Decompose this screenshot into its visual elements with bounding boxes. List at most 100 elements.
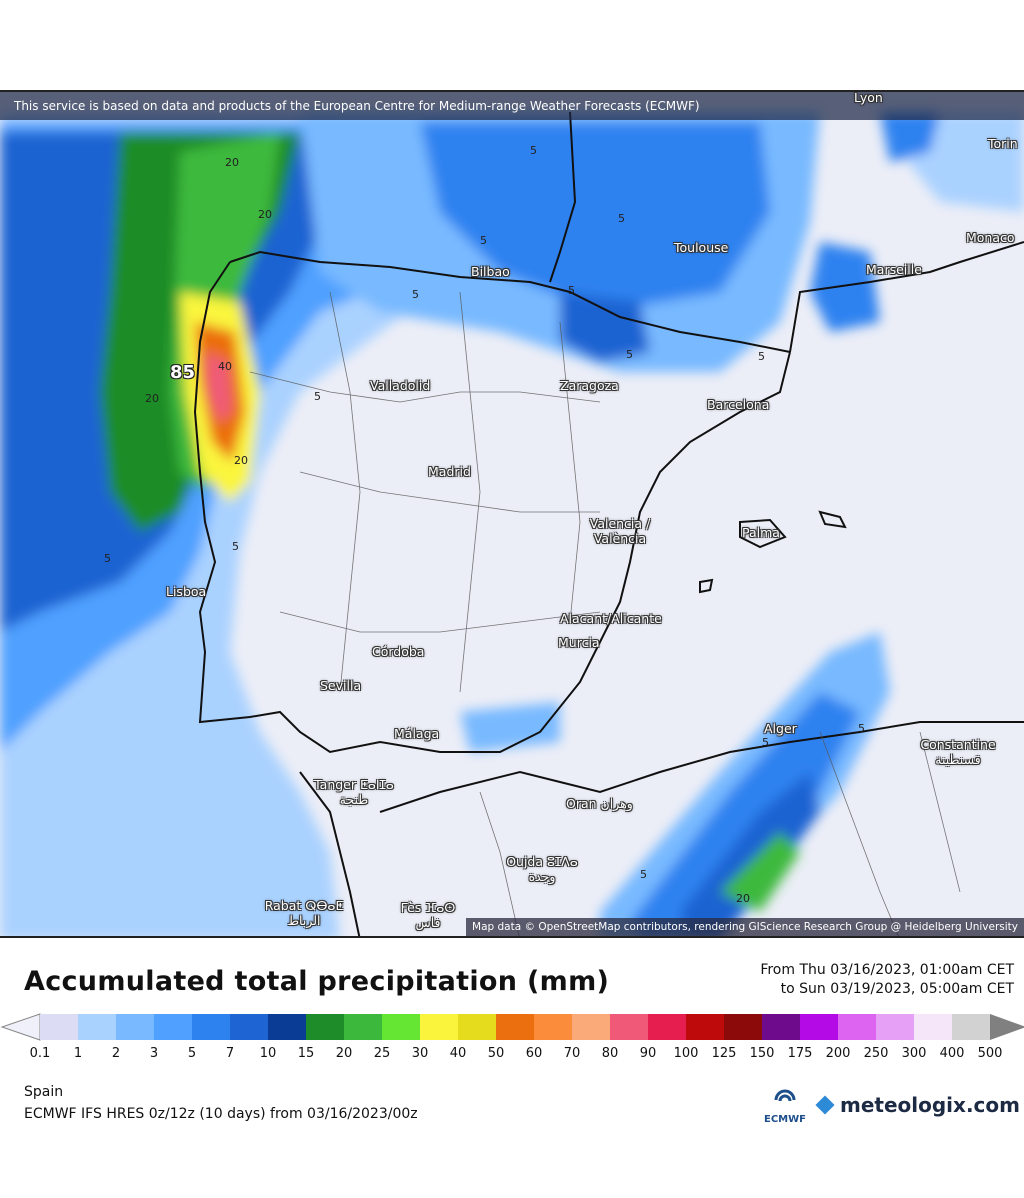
legend-swatch xyxy=(230,1014,268,1040)
legend-tick-label: 90 xyxy=(639,1046,657,1061)
contour-label: 20 xyxy=(225,156,239,169)
ecmwf-logo-text: ECMWF xyxy=(764,1114,806,1125)
legend-swatch xyxy=(458,1014,496,1040)
meteologix-diamond-icon xyxy=(815,1095,835,1115)
contour-label: 5 xyxy=(232,540,239,553)
contour-label: 20 xyxy=(258,208,272,221)
period-from: From Thu 03/16/2023, 01:00am CET xyxy=(760,962,1014,978)
max-value-label: 85 xyxy=(170,362,196,383)
legend-tick-label: 500 xyxy=(977,1046,1003,1061)
model-run-label: ECMWF IFS HRES 0z/12z (10 days) from 03/… xyxy=(24,1106,418,1122)
legend-swatch xyxy=(306,1014,344,1040)
contour-label: 5 xyxy=(314,390,321,403)
brand-text: meteologix.com xyxy=(840,1093,1020,1117)
city-label: Lyon xyxy=(854,90,883,105)
legend-swatch xyxy=(154,1014,192,1040)
city-label: Marseille xyxy=(866,262,922,277)
contour-label: 5 xyxy=(626,348,633,361)
city-label: Bilbao xyxy=(471,264,510,279)
city-label: Sevilla xyxy=(320,678,362,693)
city-label: Alacant/Alicante xyxy=(560,611,662,626)
legend-swatch xyxy=(420,1014,458,1040)
legend-swatch xyxy=(192,1014,230,1040)
contour-label: 5 xyxy=(640,868,647,881)
precipitation-map[interactable]: This service is based on data and produc… xyxy=(0,90,1024,938)
legend-tick-label: 70 xyxy=(563,1046,581,1061)
legend-tick-label: 50 xyxy=(487,1046,505,1061)
city-label: Palma xyxy=(742,525,780,540)
contour-label: 5 xyxy=(858,722,865,735)
contour-label: 20 xyxy=(736,892,750,905)
legend-swatch xyxy=(952,1014,990,1040)
map-canvas xyxy=(0,92,1024,936)
legend-swatch xyxy=(572,1014,610,1040)
legend-tick-label: 300 xyxy=(901,1046,927,1061)
legend-under-arrow xyxy=(0,1013,41,1041)
region-label: Spain xyxy=(24,1084,64,1100)
ecmwf-logo[interactable]: ECMWF xyxy=(760,1088,810,1128)
map-attribution: Map data © OpenStreetMap contributors, r… xyxy=(466,918,1024,936)
city-label: Lisboa xyxy=(166,584,207,599)
legend-tick-label: 250 xyxy=(863,1046,889,1061)
legend-swatch xyxy=(724,1014,762,1040)
city-label: Murcia xyxy=(558,635,600,650)
legend-tick-label: 15 xyxy=(297,1046,315,1061)
legend-swatch xyxy=(876,1014,914,1040)
legend-over-arrow xyxy=(990,1014,1024,1040)
city-label: Monaco xyxy=(966,230,1015,245)
forecast-period: From Thu 03/16/2023, 01:00am CET to Sun … xyxy=(760,961,1014,999)
city-label: Valencia / València xyxy=(589,516,651,546)
city-label: Tanger ⵟⴰⵏⵊⴰ طنجة xyxy=(314,777,394,807)
city-label: Valladolid xyxy=(370,378,431,393)
legend-swatch xyxy=(762,1014,800,1040)
legend-swatch xyxy=(344,1014,382,1040)
legend-swatch xyxy=(800,1014,838,1040)
legend-tick-label: 40 xyxy=(449,1046,467,1061)
contour-label: 20 xyxy=(234,454,248,467)
city-label: Rabat ⵕⴱⴰⵟ الرباط xyxy=(264,898,344,928)
city-label: Oujda ⵓⵊⴷⴰ وجدة xyxy=(506,854,578,884)
legend-swatch xyxy=(914,1014,952,1040)
meteologix-logo[interactable]: meteologix.com xyxy=(815,1093,1020,1117)
legend-tick-label: 80 xyxy=(601,1046,619,1061)
contour-label: 5 xyxy=(618,212,625,225)
city-label: Toulouse xyxy=(674,240,729,255)
legend-tick-label: 20 xyxy=(335,1046,353,1061)
contour-label: 20 xyxy=(145,392,159,405)
city-label: Zaragoza xyxy=(560,378,619,393)
legend-swatch xyxy=(268,1014,306,1040)
contour-label: 5 xyxy=(412,288,419,301)
legend-tick-label: 200 xyxy=(825,1046,851,1061)
legend-tick-label: 150 xyxy=(749,1046,775,1061)
data-source-disclaimer: This service is based on data and produc… xyxy=(0,92,1024,120)
contour-label: 5 xyxy=(104,552,111,565)
legend-tick-label: 3 xyxy=(149,1046,159,1061)
contour-label: 5 xyxy=(758,350,765,363)
legend-tick-label: 25 xyxy=(373,1046,391,1061)
legend-swatch xyxy=(116,1014,154,1040)
period-to: to Sun 03/19/2023, 05:00am CET xyxy=(780,981,1014,997)
city-label: Oran وهران xyxy=(566,796,633,811)
legend-tick-label: 125 xyxy=(711,1046,737,1061)
contour-label: 5 xyxy=(762,736,769,749)
legend-tick-label: 400 xyxy=(939,1046,965,1061)
contour-label: 40 xyxy=(218,360,232,373)
chart-title: Accumulated total precipitation (mm) xyxy=(24,966,610,997)
legend-swatch xyxy=(382,1014,420,1040)
legend-swatch xyxy=(610,1014,648,1040)
legend-tick-label: 1 xyxy=(73,1046,83,1061)
contour-label: 5 xyxy=(530,144,537,157)
legend-swatch xyxy=(534,1014,572,1040)
legend-tick-label: 7 xyxy=(225,1046,235,1061)
legend-tick-label: 2 xyxy=(111,1046,121,1061)
legend-tick-label: 100 xyxy=(673,1046,699,1061)
legend-swatch xyxy=(648,1014,686,1040)
legend-swatch xyxy=(496,1014,534,1040)
legend-tick-label: 5 xyxy=(187,1046,197,1061)
city-label: Torin xyxy=(988,136,1018,151)
legend-swatch xyxy=(40,1014,78,1040)
city-label: Madrid xyxy=(428,464,471,479)
legend-tick-label: 175 xyxy=(787,1046,813,1061)
city-label: Barcelona xyxy=(707,397,770,412)
legend-tick-label: 60 xyxy=(525,1046,543,1061)
